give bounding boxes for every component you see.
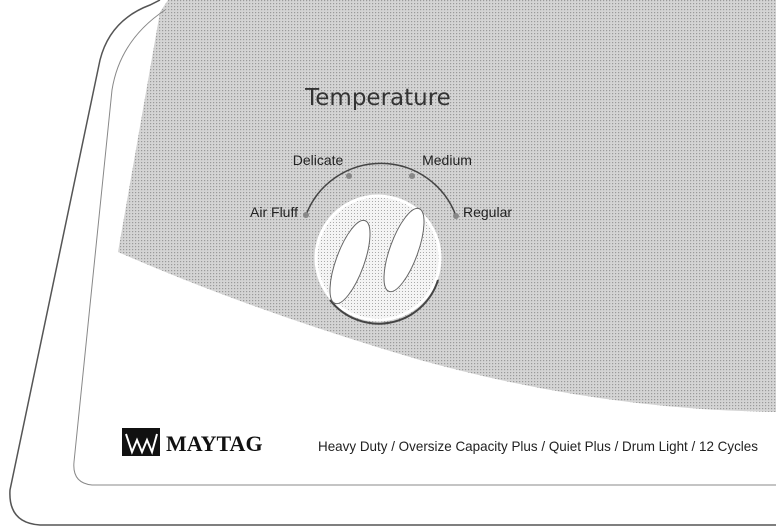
control-panel: Temperature Air Fluff Delicate Medium Re… xyxy=(0,0,776,532)
setting-dot xyxy=(453,213,459,219)
setting-label: Delicate xyxy=(293,152,344,168)
features: Heavy Duty / Oversize Capacity Plus / Qu… xyxy=(318,438,758,454)
setting-dot xyxy=(346,173,352,179)
setting-label: Medium xyxy=(422,152,472,168)
setting-label: Regular xyxy=(463,204,512,220)
dial-title: Temperature xyxy=(304,85,451,111)
brand: MAYTAG xyxy=(166,431,263,456)
gray-area xyxy=(118,0,776,412)
setting-dot xyxy=(303,212,309,218)
setting-dot xyxy=(409,173,415,179)
setting-label: Air Fluff xyxy=(250,204,298,220)
